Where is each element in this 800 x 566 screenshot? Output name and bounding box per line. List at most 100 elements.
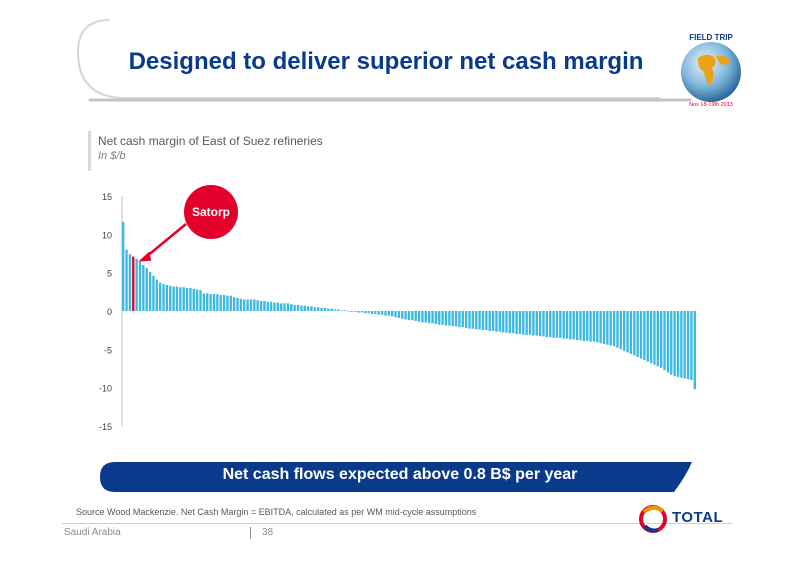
bar <box>424 311 427 323</box>
bar <box>283 303 286 311</box>
bar <box>239 298 243 311</box>
bar <box>303 305 306 311</box>
bar <box>444 311 448 326</box>
bar <box>219 294 222 311</box>
bar <box>693 311 696 390</box>
bar <box>586 311 589 341</box>
bar <box>549 311 552 338</box>
bar <box>495 311 498 332</box>
bar <box>589 311 592 342</box>
bar <box>683 311 686 379</box>
bar <box>165 284 169 311</box>
bar <box>337 309 340 311</box>
bar <box>280 303 283 311</box>
callout-label: Satorp <box>192 205 230 219</box>
bar <box>266 301 269 311</box>
bar <box>347 311 350 312</box>
bar <box>276 302 280 311</box>
slide-title: Designed to deliver superior net cash ma… <box>128 48 644 75</box>
bar <box>394 311 397 318</box>
bar <box>491 311 495 331</box>
y-axis: 15 10 5 0 -5 -10 -15 <box>99 192 123 432</box>
bar <box>377 311 380 315</box>
bar <box>434 311 438 325</box>
bar <box>259 301 263 311</box>
bar <box>397 311 401 318</box>
bar <box>414 311 417 321</box>
bar <box>195 289 199 311</box>
bar <box>623 311 626 351</box>
bar <box>616 311 619 348</box>
y-tick-label: -15 <box>99 422 112 432</box>
bar <box>619 311 623 350</box>
bar <box>686 311 690 380</box>
bar <box>552 311 555 338</box>
bar <box>569 311 572 340</box>
bar <box>226 295 229 311</box>
bar <box>172 286 175 311</box>
bar <box>135 258 138 311</box>
bar <box>212 294 216 311</box>
bar <box>142 265 145 311</box>
bar <box>206 293 209 311</box>
bar-highlight <box>132 256 135 311</box>
bar <box>505 311 508 333</box>
bar <box>670 311 673 375</box>
bar <box>575 311 579 341</box>
bar <box>498 311 501 332</box>
bar <box>357 311 360 313</box>
bar <box>461 311 464 328</box>
bar <box>421 311 424 323</box>
bar <box>148 271 152 311</box>
bar <box>522 311 525 335</box>
bar <box>606 311 609 345</box>
bar-chart: 15 10 5 0 -5 -10 -15 Satorp <box>99 185 696 432</box>
bar <box>229 295 232 311</box>
bar <box>636 311 639 357</box>
bar <box>488 311 491 331</box>
bar <box>354 311 357 312</box>
bar <box>182 287 185 311</box>
bar <box>501 311 505 333</box>
field-trip-globe-icon: FIELD TRIP Nov 18-19th 2013 <box>681 33 741 108</box>
bar <box>269 301 273 311</box>
bar <box>300 305 303 311</box>
bar <box>401 311 404 319</box>
bar <box>122 222 125 311</box>
bar <box>243 299 246 311</box>
bar <box>471 311 475 329</box>
bar <box>199 290 202 311</box>
title-frame <box>76 19 692 102</box>
chart-unit: In $/b <box>98 150 126 162</box>
bar <box>256 300 259 311</box>
bar <box>528 311 532 335</box>
bar <box>125 249 128 311</box>
bar <box>582 311 586 341</box>
bar <box>216 294 219 311</box>
bar <box>562 311 565 339</box>
y-tick-label: -10 <box>99 384 112 394</box>
banner-text: Net cash flows expected above 0.8 B$ per… <box>222 466 578 483</box>
bar <box>364 311 367 314</box>
bar <box>448 311 451 326</box>
bar <box>602 311 606 344</box>
bar <box>518 311 522 334</box>
y-tick-label: 0 <box>107 307 112 317</box>
bar <box>374 311 377 315</box>
bar <box>438 311 441 325</box>
bar <box>343 310 347 311</box>
callout-arrow-head <box>138 251 152 262</box>
bar <box>222 294 226 311</box>
badge-date: Nov 18-19th 2013 <box>689 102 733 108</box>
callout-bubble <box>184 185 238 239</box>
bar <box>565 311 569 339</box>
bar <box>559 311 562 338</box>
y-tick-label: 5 <box>107 269 112 279</box>
bar <box>293 304 296 311</box>
bar <box>508 311 512 334</box>
bar <box>666 311 670 373</box>
bar <box>441 311 444 325</box>
bar <box>158 282 162 311</box>
bar <box>330 308 333 311</box>
bar <box>599 311 602 344</box>
